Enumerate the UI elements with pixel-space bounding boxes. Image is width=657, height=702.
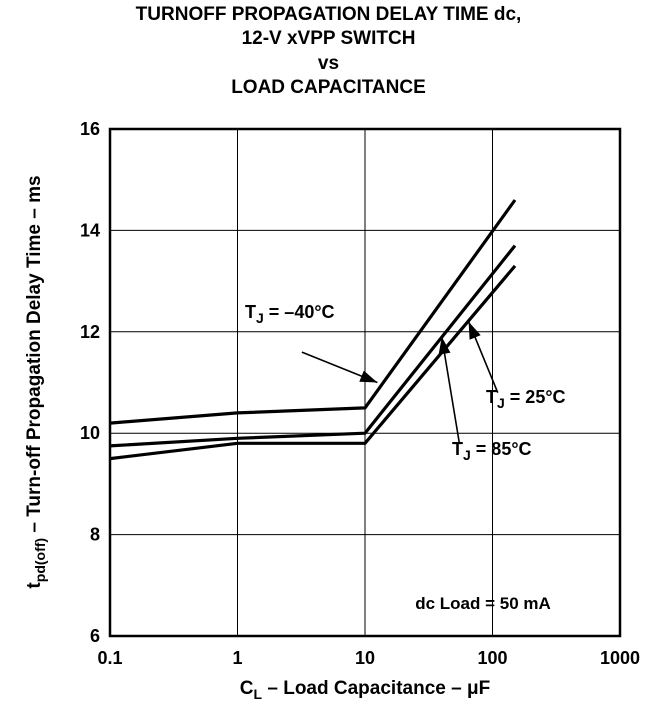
y-tick-label: 6	[90, 626, 100, 646]
series-labels: TJ = –40°C TJ = 25°C TJ = 85°C	[245, 302, 566, 463]
chart-title-line-4: LOAD CAPACITANCE	[231, 77, 426, 98]
y-tick-label: 14	[80, 220, 100, 240]
grid-lines	[110, 129, 620, 636]
label-arrow-head	[359, 370, 378, 383]
series-label: TJ = –40°C	[245, 302, 335, 326]
x-tick-label: 10	[355, 648, 375, 668]
y-tick-label: 8	[90, 525, 100, 545]
label-arrow-head	[468, 321, 481, 340]
y-tick-label: 10	[80, 423, 100, 443]
label-arrows	[301, 321, 499, 444]
series-label: TJ = 85°C	[452, 439, 532, 463]
x-axis-label: CL – Load Capacitance – μF	[240, 678, 490, 702]
x-tick-label: 1	[232, 648, 242, 668]
x-tick-label: 1000	[600, 648, 640, 668]
plot-frame	[108, 127, 622, 638]
label-arrow-head	[438, 336, 451, 355]
x-tick-label: 100	[477, 648, 507, 668]
chart-title-line-3: vs	[317, 53, 340, 74]
y-tick-label: 16	[80, 119, 100, 139]
series-lines	[109, 199, 517, 461]
series-line-tj-85c	[109, 264, 517, 461]
tick-labels: 0.1 1 10 100 1000 6 8 10 12 14 16	[80, 119, 640, 668]
label-arrow-line	[440, 336, 461, 444]
chart-title-line-2: 12-V xVPP SWITCH	[241, 28, 416, 49]
y-axis-label: tpd(off) – Turn-off Propagation Delay Ti…	[24, 175, 48, 588]
series-line-tj-25c	[109, 244, 517, 448]
x-tick-label: 0.1	[97, 648, 122, 668]
series-label: TJ = 25°C	[486, 387, 566, 411]
series-line-tj-minus-40c	[109, 199, 517, 425]
chart-title-line-1: TURNOFF PROPAGATION DELAY TIME dc,	[135, 4, 522, 25]
y-tick-label: 12	[80, 322, 100, 342]
load-annotation: dc Load = 50 mA	[415, 594, 551, 613]
